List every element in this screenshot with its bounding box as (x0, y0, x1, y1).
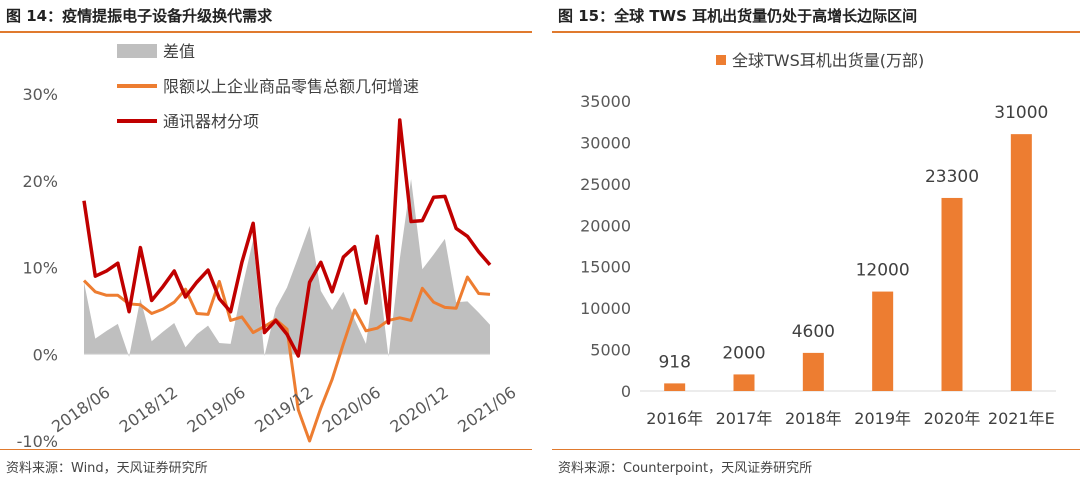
x-tick-label: 2021年E (988, 409, 1055, 428)
x-tick-label: 2020年 (924, 409, 981, 428)
y-axis: 30% 20% 10% 0% -10% (17, 85, 58, 451)
bar-chart: 全球TWS耳机出货量(万部) 3500030000250002000015000… (580, 51, 1056, 428)
bar (872, 291, 894, 391)
series-area-diff (84, 179, 490, 357)
bar (664, 383, 686, 391)
bar-value-label: 12000 (856, 261, 910, 281)
x-tick-label: 2019/06 (184, 383, 249, 437)
y-tick-label: 20000 (580, 216, 631, 235)
x-axis: 2016年 2017年 2018年 2019年 2020年 2021年E (646, 409, 1054, 428)
source-divider (0, 449, 532, 450)
y-tick-label: 15000 (580, 258, 631, 277)
x-tick-label: 2016年 (646, 409, 703, 428)
line-series (82, 118, 492, 443)
x-axis: 2018/06 2018/12 2019/06 2019/12 2020/06 2020/… (48, 383, 519, 437)
legend-label: 全球TWS耳机出货量(万部) (732, 51, 924, 70)
source-note: 资料来源：Counterpoint，天风证券研究所 (558, 461, 813, 476)
series-line-0 (82, 275, 491, 443)
y-axis: 35000 30000 25000 20000 15000 10000 5000 0 (580, 92, 631, 401)
line-chart: 30% 20% 10% 0% -10% 2018/06 2018/12 2019/06 201… (17, 42, 520, 451)
bar-value-label: 31000 (994, 103, 1048, 123)
x-tick-label: 2021/06 (454, 383, 519, 437)
chart-title: 图 15：全球 TWS 耳机出货量仍处于高增长边际区间 (558, 7, 918, 25)
y-tick-label: 30000 (580, 133, 631, 152)
bar (733, 374, 755, 391)
x-tick-label: 2018/06 (48, 383, 113, 437)
x-tick-label: 2017年 (716, 409, 773, 428)
x-tick-label: 2019年 (854, 409, 911, 428)
bar-value-label: 4600 (792, 322, 835, 342)
legend-label: 差值 (163, 42, 195, 61)
area-series (84, 179, 490, 357)
bar-value-label: 2000 (722, 343, 765, 363)
title-divider (0, 31, 532, 33)
source-divider (552, 449, 1080, 450)
source-note: 资料来源：Wind，天风证券研究所 (6, 461, 208, 476)
x-tick-label: 2020/12 (387, 383, 452, 437)
legend: 全球TWS耳机出货量(万部) (716, 51, 924, 70)
legend-swatch (117, 44, 157, 58)
bar-value-label: 918 (658, 352, 690, 372)
y-tick-label: -10% (17, 432, 58, 451)
y-tick-label: 5000 (590, 341, 631, 360)
y-tick-label: 20% (22, 172, 58, 191)
y-tick-label: 30% (22, 85, 58, 104)
legend-label: 通讯器材分项 (163, 112, 259, 131)
series-line-1 (82, 118, 492, 358)
y-tick-label: 0% (33, 345, 58, 364)
bar (802, 352, 824, 391)
bars: 918 2000 4600 12000 23300 31000 (658, 103, 1048, 391)
y-tick-label: 10000 (580, 299, 631, 318)
y-tick-label: 35000 (580, 92, 631, 111)
y-tick-label: 0 (621, 382, 631, 401)
left-chart-panel: 图 14：疫情提振电子设备升级换代需求 30% 20% 10% 0% -10% 2018… (0, 0, 532, 479)
x-tick-label: 2018年 (785, 409, 842, 428)
x-tick-label: 2019/12 (251, 383, 316, 437)
title-divider (552, 31, 1080, 33)
chart-title: 图 14：疫情提振电子设备升级换代需求 (6, 7, 273, 25)
legend-label: 限额以上企业商品零售总额几何增速 (163, 77, 419, 96)
legend-swatch (716, 55, 726, 65)
bar (941, 197, 963, 391)
y-tick-label: 10% (22, 259, 58, 278)
bar-value-label: 23300 (925, 167, 979, 187)
y-tick-label: 25000 (580, 175, 631, 194)
bar (1010, 134, 1032, 391)
x-tick-label: 2018/12 (116, 383, 181, 437)
right-chart-panel: 图 15：全球 TWS 耳机出货量仍处于高增长边际区间 全球TWS耳机出货量(万… (552, 0, 1080, 479)
